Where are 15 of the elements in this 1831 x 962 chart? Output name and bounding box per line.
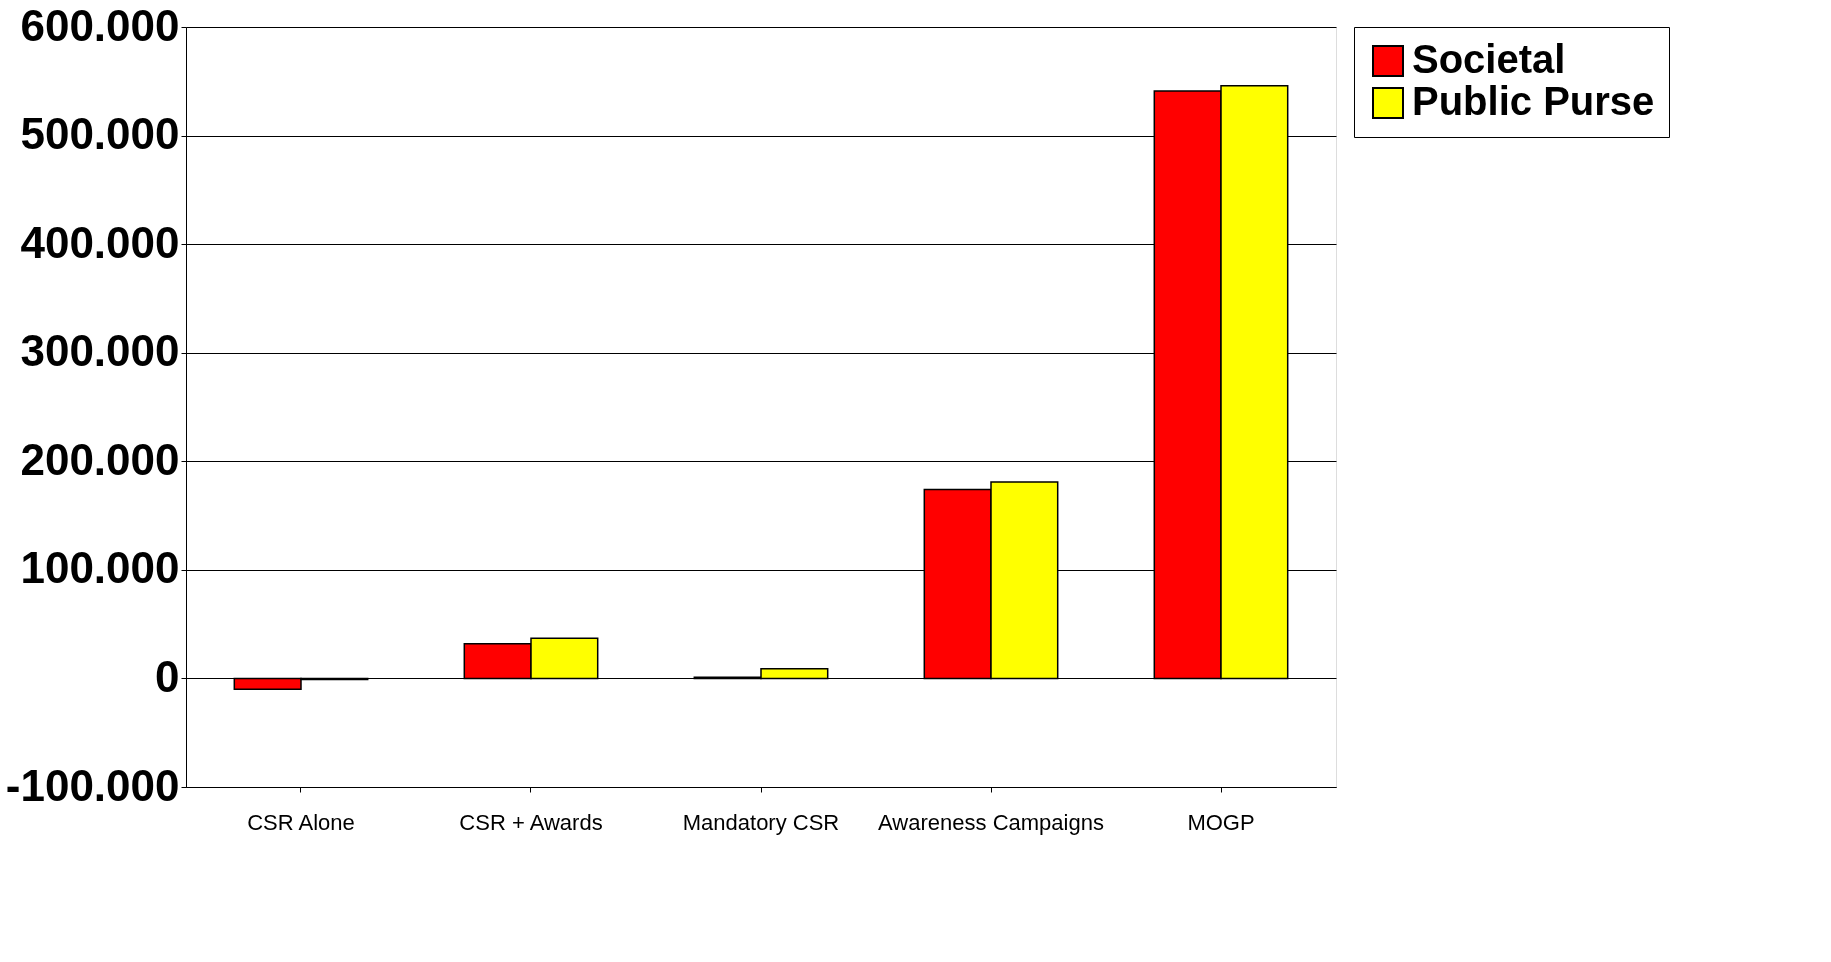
y-tick-label: 100.000 [20, 543, 180, 593]
y-tick-label: 200.000 [20, 434, 180, 484]
y-tick-label: 400.000 [20, 217, 180, 267]
legend-label: Public Purse [1412, 79, 1655, 123]
x-tick-label: Awareness Campaigns [878, 809, 1104, 835]
x-tick-label: MOGP [1187, 809, 1255, 835]
y-tick-label: 600.000 [20, 0, 180, 50]
x-tick-label: CSR Alone [247, 809, 355, 835]
x-tick-label: Mandatory CSR [682, 809, 840, 835]
legend-label: Societal [1412, 37, 1566, 81]
y-tick-label: 0 [155, 651, 180, 701]
y-tick-label: 300.000 [20, 326, 180, 376]
x-tick-label: CSR + Awards [459, 809, 603, 835]
y-tick-label: -100.000 [5, 760, 180, 810]
y-tick-label: 500.000 [20, 109, 180, 159]
